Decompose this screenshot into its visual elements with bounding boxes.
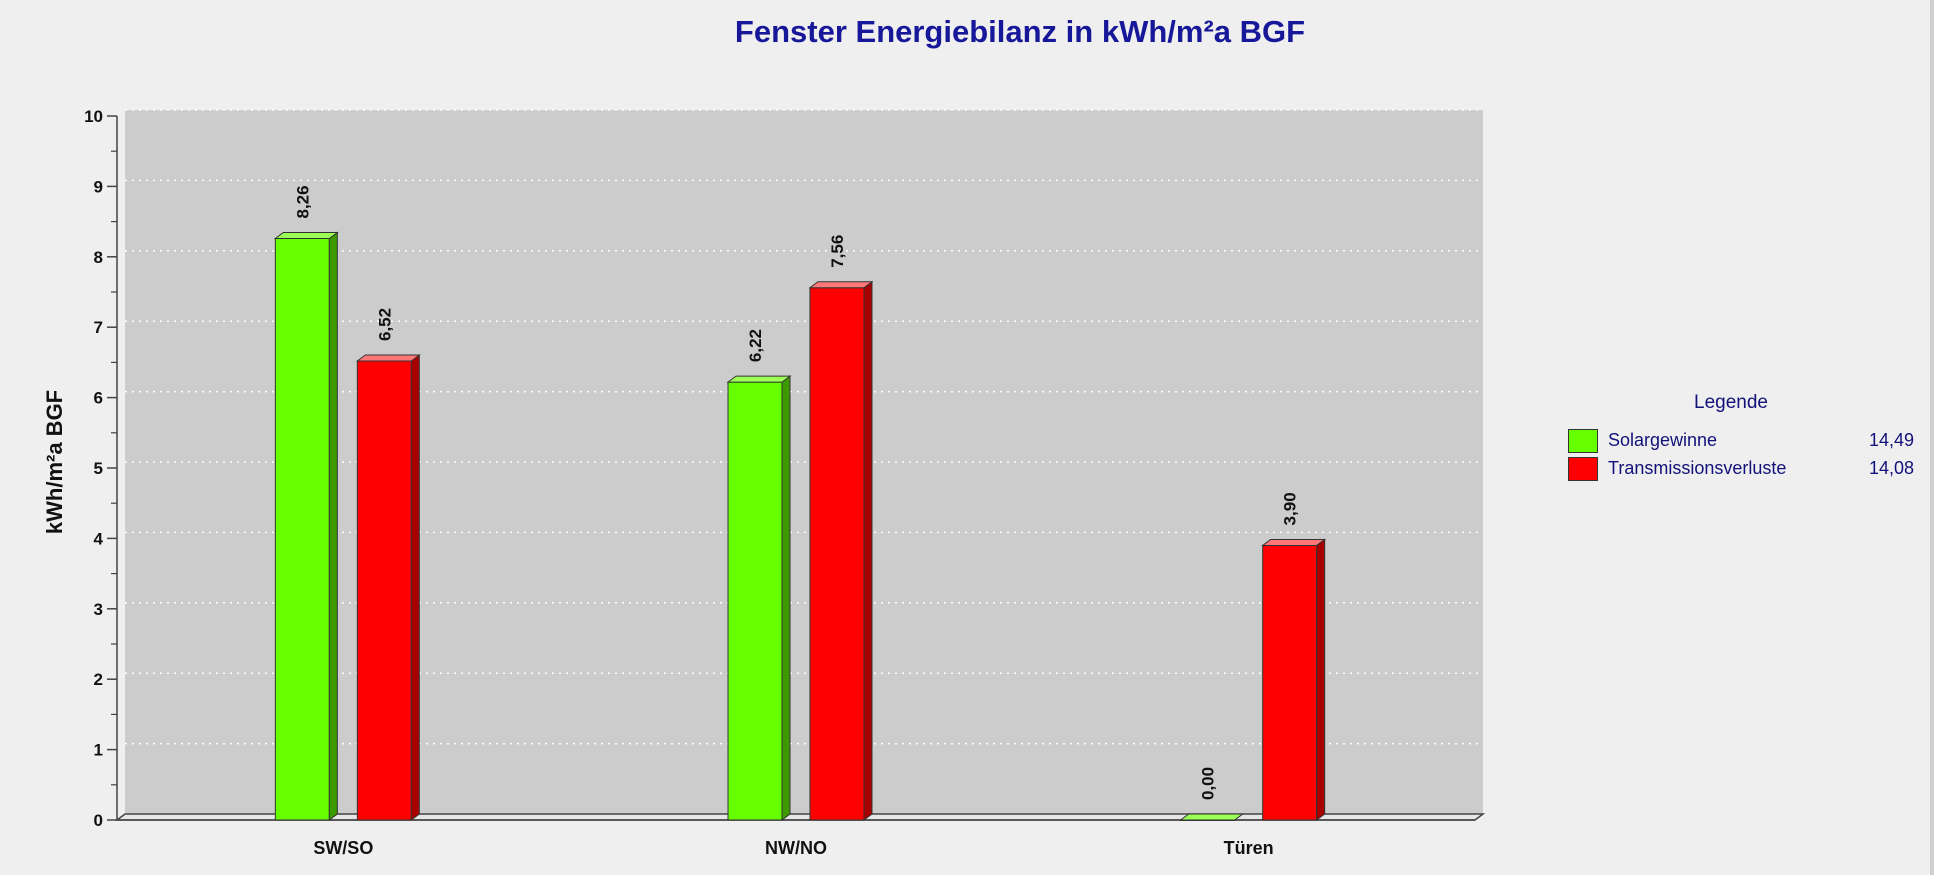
y-tick-label: 3 [94, 600, 103, 619]
bar-side [410, 353, 420, 821]
bar-front [809, 287, 865, 821]
bar-top [808, 281, 874, 289]
legend-total: 14,49 [1868, 430, 1914, 450]
data-label: 0,00 [1199, 767, 1218, 800]
chart-title: Fenster Energiebilanz in kWh/m²a BGF [734, 14, 1306, 49]
legend-swatch-solargewinne [1568, 429, 1598, 453]
legend-item-transmissionsverluste: Transmissionsverluste 14,08 [1568, 456, 1928, 482]
bar-front [727, 381, 783, 821]
data-label: 6,22 [746, 329, 765, 362]
bar-front [274, 237, 330, 821]
y-tick-label: 10 [84, 107, 103, 126]
bar-top [726, 375, 792, 383]
y-tick-label: 2 [94, 670, 103, 689]
y-tick-label: 1 [94, 741, 103, 760]
legend-title: Legende [1694, 392, 1768, 413]
y-tick-label: 5 [94, 459, 103, 478]
bar-side [1316, 538, 1326, 821]
y-tick-label: 9 [94, 177, 103, 196]
data-label: 7,56 [828, 235, 847, 268]
data-label: 8,26 [293, 185, 312, 218]
bar-top [1261, 538, 1327, 546]
x-tick-label: SW/SO [313, 838, 373, 858]
x-tick-label: NW/NO [765, 838, 827, 858]
y-tick-label: 6 [94, 389, 103, 408]
bar-top [355, 354, 421, 362]
bar-side [328, 231, 338, 821]
data-label: 6,52 [375, 308, 394, 341]
legend-label: Solargewinne [1608, 430, 1718, 450]
y-tick-label: 4 [94, 529, 104, 548]
legend-label: Transmissionsverluste [1608, 458, 1787, 478]
bar-side [863, 280, 873, 821]
bar-side [781, 375, 791, 821]
y-axis-label: kWh/m²a BGF [42, 390, 67, 534]
bar-top [273, 231, 339, 239]
y-tick-label: 0 [94, 811, 103, 830]
legend-item-solargewinne: Solargewinne 14,49 [1568, 428, 1928, 454]
y-tick-label: 8 [94, 248, 103, 267]
data-label: 3,90 [1281, 492, 1300, 525]
bar-top [1179, 813, 1245, 821]
x-tick-label: Türen [1224, 838, 1274, 858]
bar-front [356, 360, 412, 821]
legend-swatch-transmissionsverluste [1568, 457, 1598, 481]
y-tick-label: 7 [94, 318, 103, 337]
bar-front [1262, 544, 1318, 821]
legend-total: 14,08 [1868, 458, 1914, 478]
